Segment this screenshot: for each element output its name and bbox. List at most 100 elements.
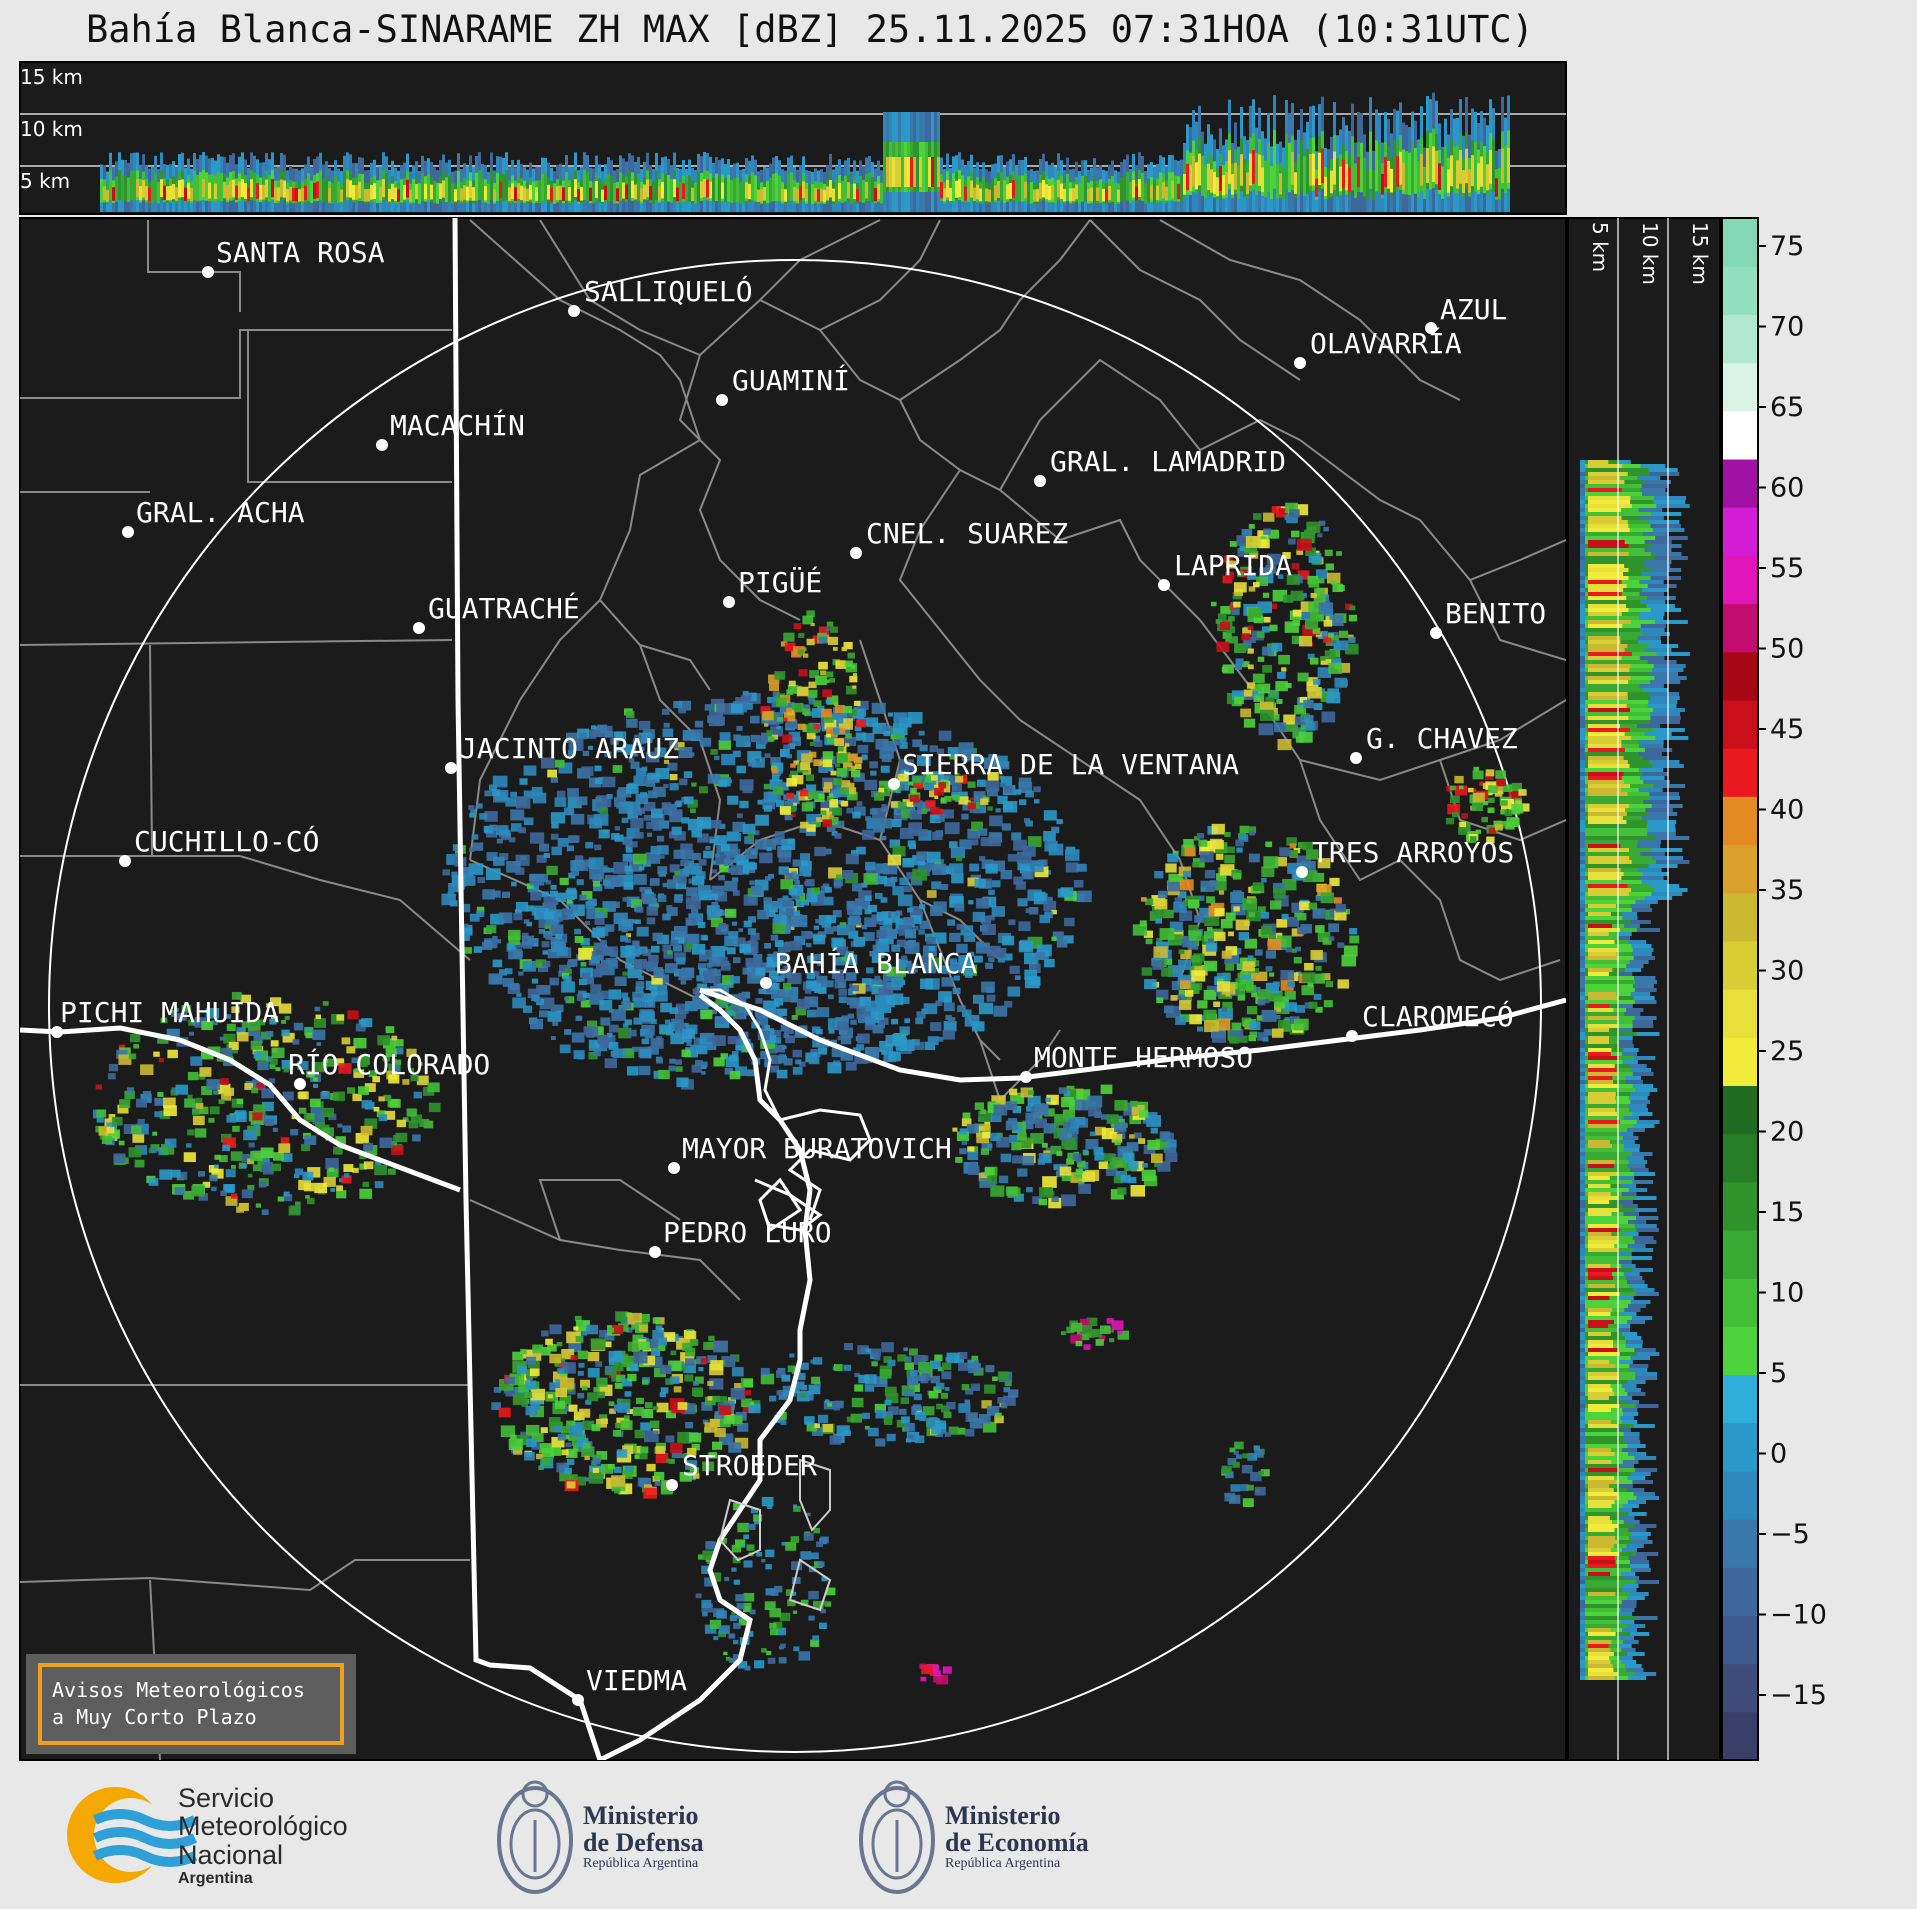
profile-column — [1366, 151, 1369, 212]
profile-column — [793, 166, 796, 212]
colorbar-tick-label: 50 — [1770, 634, 1804, 665]
profile-row — [1580, 1328, 1631, 1332]
colorbar-swatch — [1722, 1567, 1758, 1617]
profile-column — [1015, 165, 1018, 212]
profile-column — [181, 152, 184, 212]
profile-column — [370, 162, 373, 212]
profile-column — [244, 159, 247, 212]
profile-column — [1408, 127, 1411, 212]
profile-column — [880, 170, 883, 212]
profile-column — [448, 159, 451, 212]
profile-column — [841, 167, 844, 212]
profile-column — [1123, 159, 1126, 212]
profile-row — [1580, 848, 1683, 852]
profile-column — [739, 169, 742, 212]
profile-row — [1580, 636, 1661, 640]
profile-column — [217, 154, 220, 212]
profile-row — [1580, 560, 1672, 564]
profile-column — [703, 152, 706, 212]
profile-row — [1580, 972, 1633, 976]
profile-row — [1580, 1128, 1645, 1132]
city-dot — [723, 596, 735, 608]
profile-column — [238, 156, 241, 212]
profile-row — [1580, 1264, 1636, 1268]
profile-row — [1580, 1532, 1651, 1536]
profile-row — [1580, 1148, 1640, 1152]
echo-cluster — [743, 1342, 1019, 1447]
profile-column — [1291, 103, 1294, 212]
profile-row — [1580, 572, 1668, 576]
coastline-south — [598, 993, 813, 1760]
profile-column — [1369, 97, 1372, 212]
profile-column — [829, 153, 832, 212]
profile-column — [340, 171, 343, 212]
profile-row — [1580, 1460, 1639, 1464]
colorbar-swatch — [1722, 651, 1758, 701]
profile-column — [490, 152, 493, 212]
profile-column — [400, 165, 403, 212]
city-label: GRAL. LAMADRID — [1050, 445, 1286, 478]
warning-box-line2: a Muy Corto Plazo — [52, 1705, 257, 1729]
profile-column — [301, 168, 304, 212]
profile-column — [1432, 92, 1435, 212]
profile-row — [1580, 532, 1669, 536]
colorbar-tick-label: 10 — [1770, 1278, 1804, 1309]
profile-row — [1580, 1436, 1640, 1440]
profile-row — [1580, 1304, 1647, 1308]
profile-row — [1580, 860, 1690, 864]
profile-row — [1580, 948, 1654, 952]
colorbar-swatch — [1722, 748, 1758, 797]
profile-column — [583, 152, 586, 212]
profile-column — [406, 153, 409, 212]
profile-row — [1580, 1252, 1632, 1256]
profile-row — [1580, 1632, 1650, 1636]
profile-row — [1580, 1516, 1635, 1520]
profile-row — [1580, 844, 1661, 848]
profile-row — [1580, 1120, 1660, 1124]
profile-column — [298, 170, 301, 212]
city-dot — [668, 1162, 680, 1174]
profile-column — [646, 152, 649, 212]
profile-row — [1580, 460, 1631, 464]
profile-column — [721, 158, 724, 212]
side-label-10km: 10 km — [1638, 222, 1662, 285]
profile-row — [1580, 1236, 1654, 1240]
city-label: STROEDER — [682, 1449, 817, 1482]
profile-row — [1580, 1292, 1659, 1296]
profile-row — [1580, 1064, 1647, 1068]
profile-row — [1580, 708, 1685, 712]
profile-column — [973, 167, 976, 212]
footer: Servicio Meteorológico Nacional Argentin… — [0, 1762, 1917, 1909]
profile-column — [496, 156, 499, 212]
profile-row — [1580, 1028, 1633, 1032]
profile-row — [1580, 1092, 1650, 1096]
profile-row — [1580, 952, 1652, 956]
profile-column — [802, 156, 805, 212]
profile-column — [136, 152, 139, 212]
profile-row — [1580, 1060, 1638, 1064]
profile-row — [1580, 1008, 1644, 1012]
warning-box[interactable]: Avisos Meteorológicos a Muy Corto Plazo — [26, 1654, 356, 1754]
profile-column — [985, 169, 988, 212]
profile-column — [643, 161, 646, 212]
profile-row — [1580, 1044, 1634, 1048]
profile-column — [613, 170, 616, 212]
profile-column — [334, 160, 337, 212]
profile-column — [394, 167, 397, 212]
colorbar-swatch — [1722, 1615, 1758, 1665]
profile-column — [1009, 159, 1012, 212]
profile-column — [289, 166, 292, 212]
city-label: RÍO COLORADO — [288, 1047, 490, 1081]
profile-row — [1580, 892, 1683, 896]
profile-column — [781, 169, 784, 212]
colorbar-swatch — [1722, 796, 1758, 846]
profile-column — [676, 167, 679, 212]
colorbar-swatch — [1722, 314, 1758, 364]
profile-row — [1580, 1168, 1649, 1172]
city-label: GUAMINÍ — [732, 363, 850, 397]
profile-row — [1580, 1356, 1651, 1360]
profile-column — [310, 167, 313, 212]
profile-column — [1165, 166, 1168, 212]
profile-column — [1117, 171, 1120, 212]
city-label: JACINTO ARAUZ — [460, 732, 679, 765]
